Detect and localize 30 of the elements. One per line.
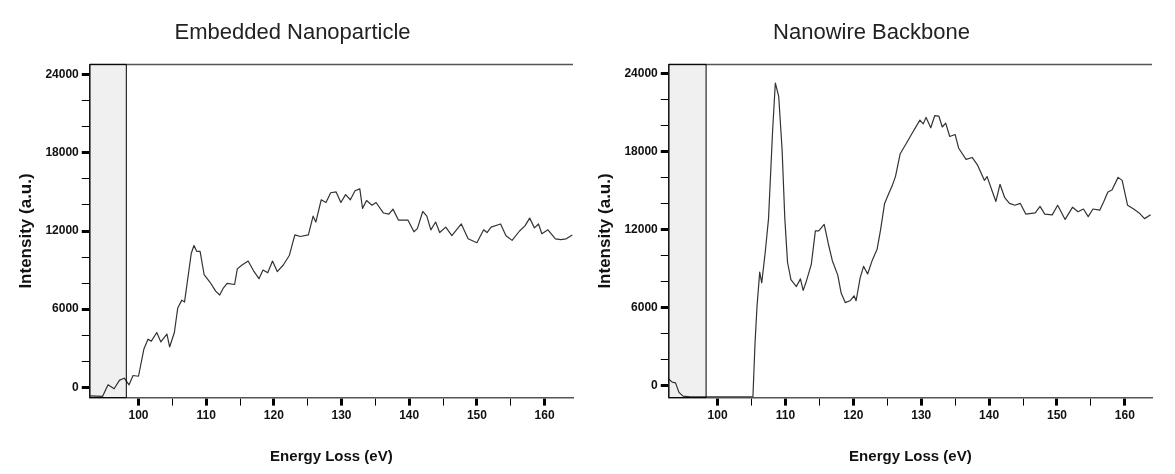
y-axis-title: Intensity (a.u.) <box>15 173 35 289</box>
y-axis-title: Intensity (a.u.) <box>594 173 614 289</box>
y-tick-label: 6000 <box>631 300 659 315</box>
y-tick-label: 24000 <box>624 65 659 80</box>
x-axis-title: Energy Loss (eV) <box>270 447 393 465</box>
x-tick-label: 120 <box>263 408 285 423</box>
chart-title: Nanowire Backbone <box>773 19 970 45</box>
x-tick-label: 140 <box>979 408 1000 423</box>
x-tick-label: 130 <box>911 408 932 423</box>
x-axis-title: Energy Loss (eV) <box>849 447 972 465</box>
y-tick-label: 12000 <box>624 222 659 237</box>
y-tick-label: 24000 <box>45 67 80 82</box>
y-tick-label: 0 <box>651 378 659 393</box>
y-tick-label: 0 <box>72 379 80 394</box>
x-tick-label: 100 <box>128 408 149 423</box>
x-tick-label: 120 <box>843 408 864 423</box>
x-tick-label: 110 <box>196 408 217 423</box>
x-tick-label: 150 <box>1046 408 1068 423</box>
y-tick-label: 18000 <box>624 143 659 158</box>
x-tick-label: 100 <box>707 408 728 423</box>
y-tick-label: 6000 <box>52 301 80 316</box>
x-tick-label: 160 <box>1114 408 1136 423</box>
chart-title: Embedded Nanoparticle <box>174 19 411 45</box>
y-tick-label: 18000 <box>45 145 80 160</box>
x-tick-label: 130 <box>331 408 352 423</box>
x-tick-label: 140 <box>399 408 420 423</box>
x-tick-label: 110 <box>775 408 796 423</box>
x-tick-label: 160 <box>534 408 555 423</box>
y-tick-label: 12000 <box>45 223 80 238</box>
x-tick-label: 150 <box>466 408 488 423</box>
